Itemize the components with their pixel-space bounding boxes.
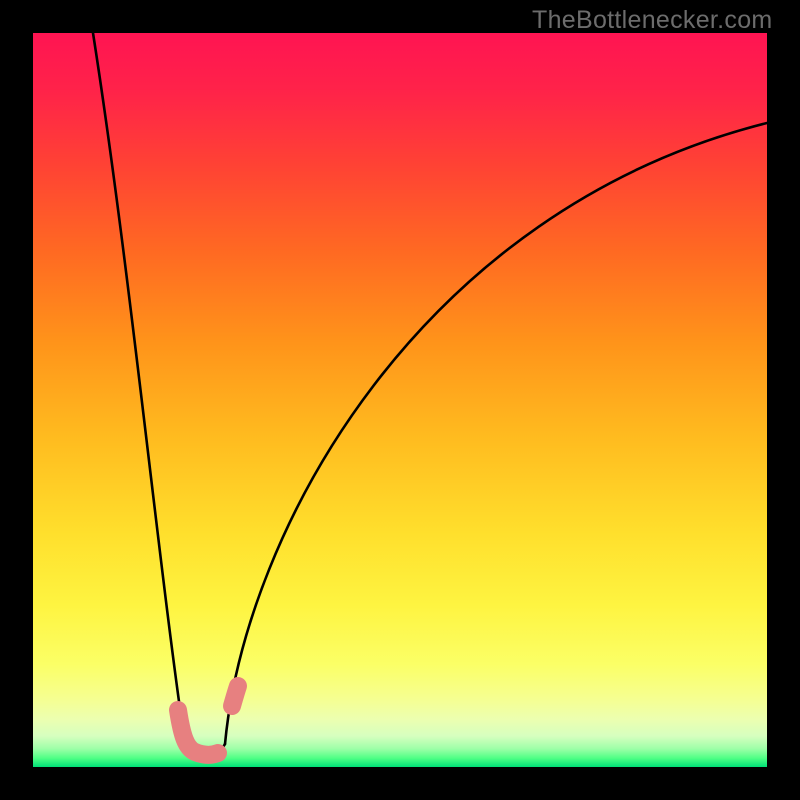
- plot-svg: [33, 33, 767, 767]
- gradient-rect: [33, 33, 767, 767]
- chart-stage: TheBottlenecker.com: [0, 0, 800, 800]
- highlight-marker-1: [232, 686, 238, 706]
- watermark-text: TheBottlenecker.com: [532, 6, 773, 35]
